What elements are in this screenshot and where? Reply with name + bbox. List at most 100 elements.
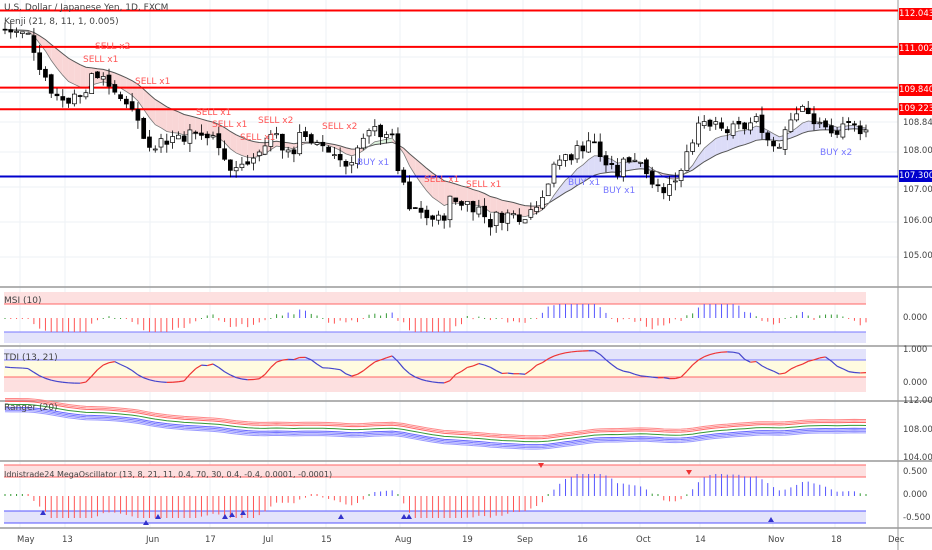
kenji-cloud-fill: [132, 80, 138, 101]
tdi-line: [536, 362, 543, 366]
sell-signal-label: SELL x2: [322, 122, 358, 132]
tdi-line: [420, 378, 427, 382]
candle: [251, 157, 256, 164]
buy-arrow-icon: [155, 514, 161, 519]
mega-tick: -0.500: [903, 513, 931, 523]
tdi-line: [91, 369, 98, 377]
kenji-cloud-fill: [773, 133, 780, 141]
candle: [499, 212, 505, 223]
candle: [291, 149, 297, 155]
kenji-cloud-fill: [629, 161, 635, 171]
tdi-line: [131, 370, 139, 376]
date-tick: Oct: [636, 535, 651, 545]
candle: [545, 183, 551, 197]
tdi-line: [680, 370, 688, 378]
candle: [840, 123, 846, 138]
tdi-line: [362, 365, 370, 372]
kenji-cloud-fill: [513, 202, 520, 216]
candle: [123, 98, 129, 105]
tdi-line: [241, 378, 248, 381]
candle: [308, 134, 314, 144]
tdi-line: [594, 350, 601, 355]
level-tag[interactable]: 107.300: [899, 170, 932, 182]
buy-arrow-icon: [338, 514, 344, 519]
kenji-cloud-fill: [501, 200, 508, 215]
tdi-line: [22, 367, 29, 370]
kenji-cloud-fill: [848, 125, 855, 130]
tdi-line: [449, 373, 457, 382]
level-tag[interactable]: 109.223: [899, 103, 932, 115]
msi-tick: 0.000: [903, 313, 928, 323]
tdi-line: [848, 371, 855, 374]
indicator-legend-kenji: Kenji (21, 8, 11, 1, 0.005): [4, 17, 119, 27]
candle: [742, 122, 748, 130]
tdi-line: [155, 380, 162, 383]
kenji-cloud-fill: [288, 142, 294, 150]
date-tick: 13: [62, 535, 73, 545]
tdi-line: [623, 370, 630, 373]
candle: [187, 129, 193, 144]
candle: [233, 167, 239, 172]
kenji-cloud-fill: [738, 130, 745, 147]
tdi-line: [403, 367, 410, 375]
candle: [828, 125, 834, 134]
candle: [632, 159, 638, 162]
candle: [268, 134, 274, 147]
candle: [615, 164, 620, 177]
buy-arrow-icon: [768, 517, 774, 522]
sell-signal-label: SELL x1: [240, 133, 276, 143]
candle: [852, 123, 857, 126]
kenji-cloud-fill: [796, 123, 803, 136]
tdi-line: [646, 375, 653, 378]
sell-signal-label: SELL x1: [424, 175, 460, 185]
ranger-band-line: [4, 408, 867, 447]
tdi-line: [767, 368, 774, 372]
candle: [678, 170, 684, 181]
candle: [592, 141, 597, 144]
candle: [690, 142, 695, 152]
candle: [672, 180, 678, 183]
tdi-line: [779, 372, 786, 375]
candle: [418, 207, 424, 213]
candle: [262, 145, 268, 155]
candle: [60, 96, 66, 101]
candle: [170, 136, 175, 143]
candle: [152, 148, 158, 151]
tdi-line: [282, 358, 289, 361]
tdi-line: [698, 356, 705, 361]
candle: [303, 131, 308, 138]
tdi-line: [334, 368, 341, 371]
tdi-line: [663, 377, 670, 380]
tdi-line: [692, 359, 699, 366]
candle: [800, 105, 805, 112]
tdi-line: [467, 365, 474, 369]
tdi-line: [224, 371, 231, 376]
tdi-line: [599, 354, 607, 361]
tdi-line: [565, 351, 572, 354]
tdi-line: [258, 373, 266, 380]
kenji-cloud-fill: [790, 127, 797, 139]
candle: [771, 140, 776, 147]
tdi-line: [235, 376, 243, 380]
level-tag[interactable]: 111.002: [899, 43, 932, 55]
date-tick: 18: [831, 535, 842, 545]
candle: [37, 52, 43, 70]
date-tick: Jul: [263, 535, 274, 545]
level-tag[interactable]: 109.840: [899, 84, 932, 96]
tdi-line: [415, 376, 422, 380]
candle: [141, 117, 147, 139]
kenji-cloud-fill: [519, 204, 526, 217]
date-tick: Dec: [888, 535, 905, 545]
level-tag[interactable]: 112.043: [899, 8, 932, 20]
candle: [297, 132, 303, 155]
tdi-line: [530, 364, 538, 371]
candle: [667, 184, 672, 196]
kenji-cloud-fill: [236, 134, 242, 156]
tdi-line: [386, 355, 393, 359]
tdi-line: [443, 380, 451, 384]
indicator-legend-msi: MSI (10): [4, 296, 42, 306]
tdi-line: [293, 356, 300, 361]
candle: [384, 134, 389, 138]
tdi-line: [813, 357, 820, 361]
